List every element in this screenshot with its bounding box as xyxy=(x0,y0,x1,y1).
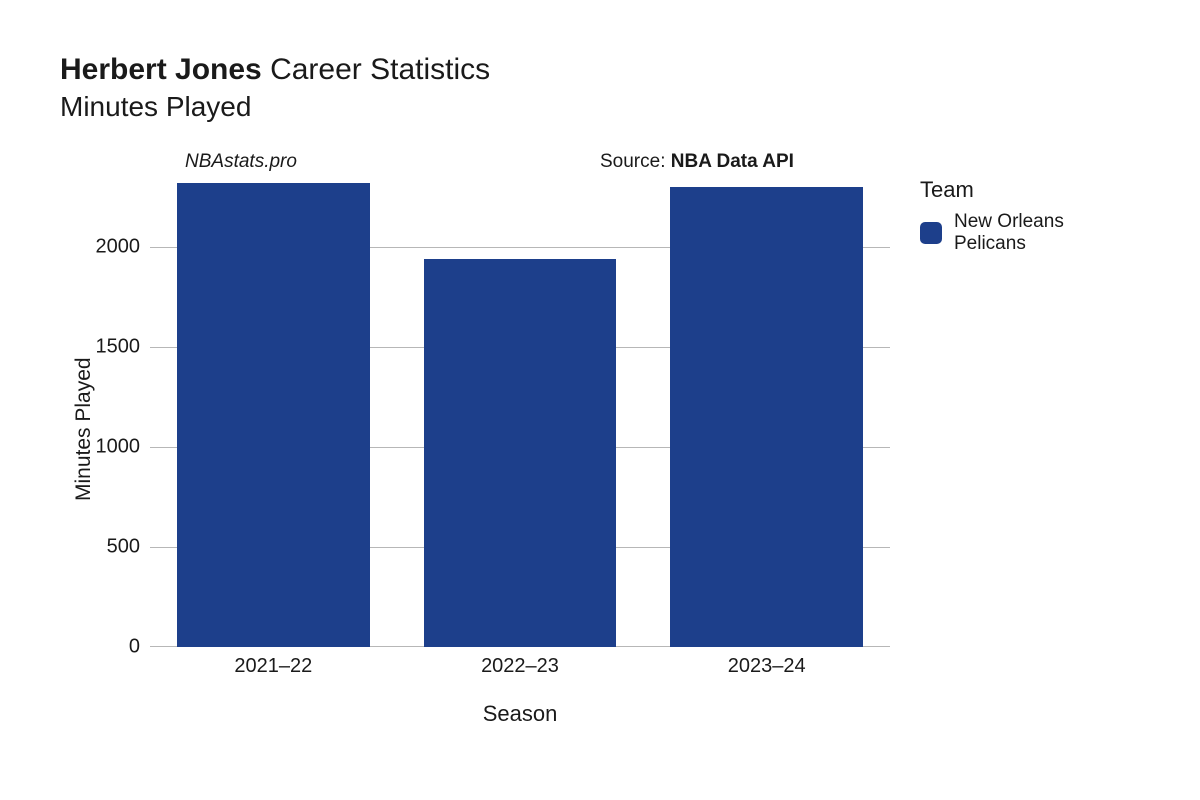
site-watermark: NBAstats.pro xyxy=(185,151,297,173)
player-name: Herbert Jones xyxy=(60,53,262,86)
site-watermark-text: NBAstats.pro xyxy=(185,151,297,172)
title-suffix: Career Statistics xyxy=(262,53,490,86)
bar xyxy=(670,187,862,647)
chart-subtitle: Minutes Played xyxy=(60,89,1140,125)
x-tick-label: 2022–23 xyxy=(481,647,559,678)
y-axis-label: Minutes Played xyxy=(72,358,96,502)
y-tick-label: 0 xyxy=(129,636,150,659)
legend-title: Team xyxy=(920,177,1140,203)
title-block: Herbert Jones Career Statistics Minutes … xyxy=(60,50,1140,125)
x-tick-label: 2023–24 xyxy=(728,647,806,678)
chart-area: NBAstats.pro Source: NBA Data API Minute… xyxy=(60,151,1140,771)
y-tick-label: 500 xyxy=(107,536,150,559)
plot-area: 05001000150020002021–222022–232023–24 xyxy=(150,177,890,647)
source-prefix: Source: xyxy=(600,151,671,172)
x-axis-label: Season xyxy=(483,701,558,727)
source-name: NBA Data API xyxy=(671,151,794,172)
legend-item: New Orleans Pelicans xyxy=(920,211,1140,255)
y-tick-label: 1000 xyxy=(96,436,151,459)
chart-title: Herbert Jones Career Statistics xyxy=(60,50,1140,89)
legend: Team New Orleans Pelicans xyxy=(920,177,1140,255)
y-tick-label: 1500 xyxy=(96,336,151,359)
bar xyxy=(424,259,616,647)
bar xyxy=(177,183,369,647)
legend-item-label: New Orleans Pelicans xyxy=(954,211,1140,255)
y-tick-label: 2000 xyxy=(96,236,151,259)
source-annotation: Source: NBA Data API xyxy=(600,151,794,173)
chart-container: Herbert Jones Career Statistics Minutes … xyxy=(0,0,1200,800)
legend-swatch xyxy=(920,222,942,244)
x-tick-label: 2021–22 xyxy=(234,647,312,678)
